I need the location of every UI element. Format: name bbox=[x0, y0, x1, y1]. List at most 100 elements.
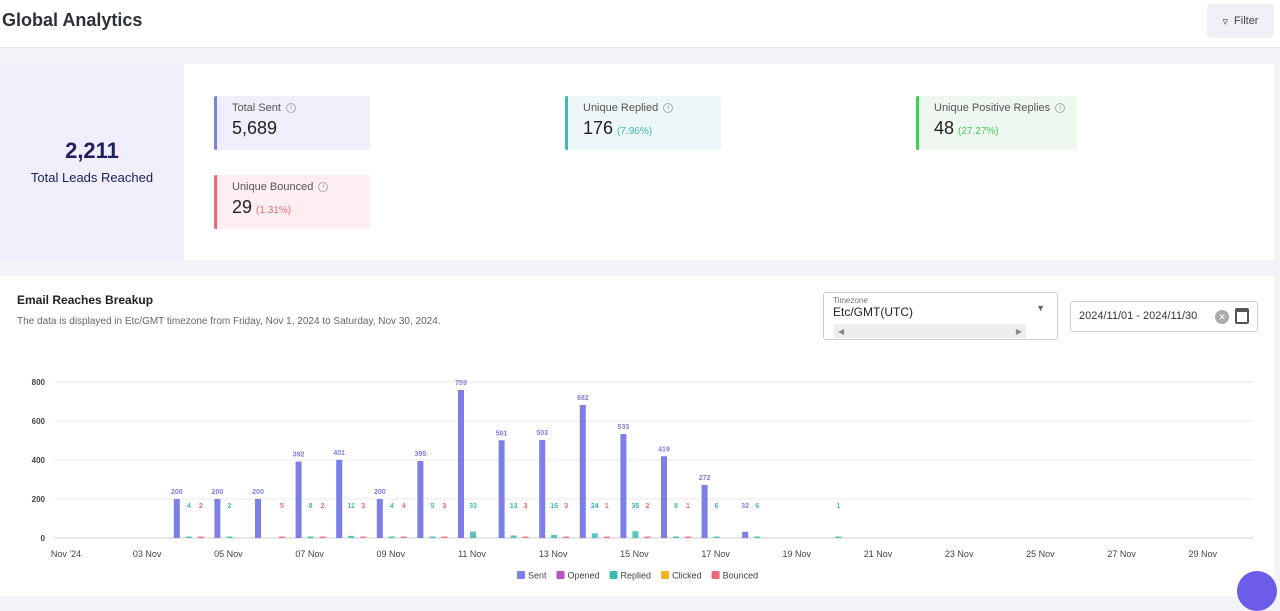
legend-bounced[interactable]: Bounced bbox=[723, 571, 759, 581]
info-icon[interactable]: i bbox=[1055, 103, 1066, 113]
bar-replied[interactable] bbox=[348, 535, 355, 538]
timezone-select[interactable]: Timezone Etc/GMT(UTC) ▼ ◀ ▶ bbox=[823, 292, 1058, 340]
legend-marker[interactable] bbox=[517, 571, 525, 579]
data-label: 2 bbox=[645, 503, 649, 510]
bar-bounced[interactable] bbox=[644, 536, 651, 539]
y-tick-label: 200 bbox=[32, 495, 46, 504]
bar-bounced[interactable] bbox=[400, 536, 407, 539]
x-tick-label: 15 Nov bbox=[620, 549, 649, 559]
bar-sent[interactable] bbox=[255, 499, 261, 538]
legend-replied[interactable]: Replied bbox=[621, 571, 652, 581]
x-tick-label: 07 Nov bbox=[295, 549, 324, 559]
data-label: 503 bbox=[536, 430, 548, 437]
x-tick-label: 29 Nov bbox=[1189, 549, 1218, 559]
legend-marker[interactable] bbox=[609, 571, 618, 579]
bar-sent[interactable] bbox=[376, 499, 383, 538]
bar-sent[interactable] bbox=[336, 459, 343, 538]
data-label: 16 bbox=[550, 503, 558, 510]
y-tick-label: 600 bbox=[32, 417, 46, 426]
bar-replied[interactable] bbox=[470, 531, 476, 538]
chat-widget-button[interactable] bbox=[1237, 571, 1277, 611]
bar-sent[interactable] bbox=[295, 461, 302, 538]
scroll-left-icon[interactable]: ◀ bbox=[838, 326, 845, 336]
legend-marker[interactable] bbox=[711, 571, 720, 579]
stat-value: 48 bbox=[934, 118, 955, 138]
bar-bounced[interactable] bbox=[197, 536, 204, 539]
data-label: 1 bbox=[686, 503, 690, 510]
legend-sent[interactable]: Sent bbox=[528, 571, 547, 581]
bar-sent[interactable] bbox=[417, 460, 424, 538]
bar-replied[interactable] bbox=[673, 536, 679, 538]
stat-label: Unique Positive Replies bbox=[934, 102, 1051, 114]
y-tick-label: 800 bbox=[32, 378, 46, 387]
data-label: 33 bbox=[469, 503, 477, 510]
data-label: 401 bbox=[333, 450, 345, 457]
bar-bounced[interactable] bbox=[685, 536, 691, 539]
bar-sent[interactable] bbox=[173, 499, 180, 538]
bar-bounced[interactable] bbox=[441, 536, 448, 539]
bar-replied[interactable] bbox=[226, 536, 233, 539]
bar-bounced[interactable] bbox=[360, 536, 367, 539]
data-label: 759 bbox=[455, 380, 467, 387]
bar-replied[interactable] bbox=[551, 534, 558, 538]
data-label: 1 bbox=[836, 503, 840, 510]
x-tick-label: 13 Nov bbox=[539, 549, 568, 559]
x-tick-label: Nov '24 bbox=[51, 549, 81, 559]
calendar-icon[interactable] bbox=[1235, 308, 1249, 324]
date-range-picker[interactable]: 2024/11/01 - 2024/11/30 ✕ bbox=[1070, 301, 1258, 332]
bar-bounced[interactable] bbox=[522, 536, 529, 539]
bar-replied[interactable] bbox=[835, 536, 842, 539]
bar-replied[interactable] bbox=[591, 533, 598, 538]
bar-replied[interactable] bbox=[429, 536, 436, 539]
bar-sent[interactable] bbox=[214, 499, 221, 538]
email-reaches-panel: Email Reaches Breakup The data is displa… bbox=[0, 276, 1274, 596]
x-tick-label: 23 Nov bbox=[945, 549, 974, 559]
bar-sent[interactable] bbox=[701, 484, 708, 538]
chevron-down-icon[interactable]: ▼ bbox=[1036, 303, 1045, 313]
x-tick-label: 11 Nov bbox=[458, 549, 486, 559]
bar-sent[interactable] bbox=[579, 405, 586, 538]
data-label: 200 bbox=[252, 489, 264, 496]
info-icon[interactable]: i bbox=[318, 182, 329, 192]
bar-sent[interactable] bbox=[498, 440, 505, 538]
bar-bounced[interactable] bbox=[603, 536, 610, 539]
bar-replied[interactable] bbox=[388, 536, 395, 539]
legend-opened[interactable]: Opened bbox=[568, 571, 600, 581]
data-label: 2 bbox=[227, 503, 231, 510]
clear-icon[interactable]: ✕ bbox=[1215, 310, 1229, 324]
data-label: 392 bbox=[293, 452, 305, 459]
bar-bounced[interactable] bbox=[279, 536, 285, 539]
filter-button[interactable]: ▿ Filter bbox=[1207, 4, 1274, 38]
bar-sent[interactable] bbox=[539, 439, 546, 538]
bar-bounced[interactable] bbox=[563, 536, 570, 539]
data-label: 3 bbox=[524, 503, 528, 510]
legend-marker[interactable] bbox=[661, 571, 670, 579]
scroll-right-icon[interactable]: ▶ bbox=[1015, 326, 1022, 336]
info-icon[interactable]: i bbox=[285, 103, 296, 113]
bar-replied[interactable] bbox=[510, 535, 517, 538]
bar-sent[interactable] bbox=[742, 531, 749, 538]
stat-value: 29 bbox=[232, 197, 253, 217]
timezone-label: Timezone bbox=[833, 296, 868, 305]
bar-replied[interactable] bbox=[713, 536, 720, 539]
bar-replied[interactable] bbox=[307, 536, 314, 538]
x-tick-label: 05 Nov bbox=[214, 549, 243, 559]
data-label: 200 bbox=[171, 489, 183, 496]
data-label: 2 bbox=[199, 503, 203, 510]
info-icon[interactable]: i bbox=[663, 103, 674, 113]
bar-replied[interactable] bbox=[754, 536, 761, 539]
bar-sent[interactable] bbox=[458, 389, 464, 538]
horizontal-scrollbar[interactable]: ◀ ▶ bbox=[834, 324, 1026, 338]
y-tick-label: 0 bbox=[41, 534, 46, 543]
legend-marker[interactable] bbox=[556, 571, 565, 579]
bar-sent[interactable] bbox=[620, 434, 627, 538]
timezone-value: Etc/GMT(UTC) bbox=[833, 305, 913, 319]
bar-replied[interactable] bbox=[185, 536, 192, 539]
bar-bounced[interactable] bbox=[319, 536, 326, 539]
stat-card: Unique Bounced i 29 (1.31%) bbox=[214, 175, 370, 229]
stat-percent: (27.27%) bbox=[958, 126, 999, 137]
legend-clicked[interactable]: Clicked bbox=[672, 571, 702, 581]
date-range-value: 2024/11/01 - 2024/11/30 bbox=[1079, 310, 1198, 322]
bar-replied[interactable] bbox=[632, 531, 639, 538]
bar-sent[interactable] bbox=[661, 456, 667, 538]
